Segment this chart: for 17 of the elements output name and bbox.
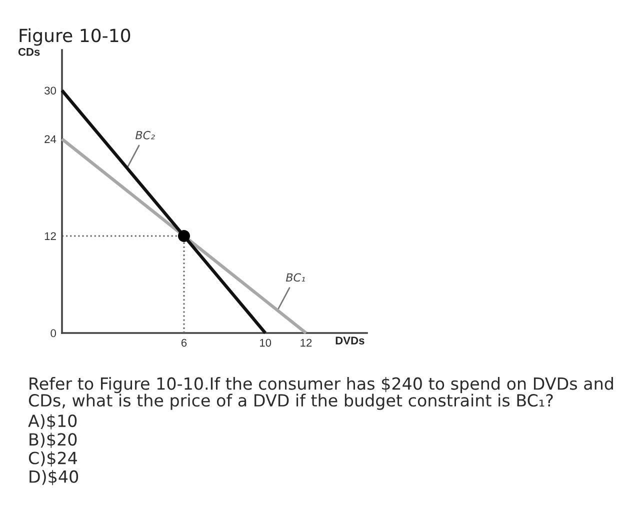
y-axis-title: CDs <box>18 48 40 56</box>
y-tick-label: 0 <box>50 329 56 338</box>
text: A)$10 <box>28 414 77 430</box>
text: C)$24 <box>28 451 78 467</box>
text: D)$40 <box>30 470 78 486</box>
y-tick-label: 12 <box>44 232 56 240</box>
chart-title: Figure 10-10 <box>20 28 130 46</box>
annotation: BC₂ <box>136 130 155 140</box>
text: B)$20 <box>30 432 77 448</box>
x-tick-label: 12 <box>300 338 312 347</box>
annotation: BC₁ <box>286 273 305 282</box>
x-tick-label: 10 <box>260 338 272 347</box>
x-tick-label: 6 <box>181 338 187 347</box>
y-tick-label: 24 <box>44 135 56 143</box>
x-axis-title: DVDs <box>336 336 364 344</box>
text: Refer to Figure 10-10.If the consumer has $240 to spend on DVDs and CDs, what is the price of a DVD if the budget constraint is BC₁? <box>28 377 613 410</box>
y-tick-label: 30 <box>44 86 56 95</box>
